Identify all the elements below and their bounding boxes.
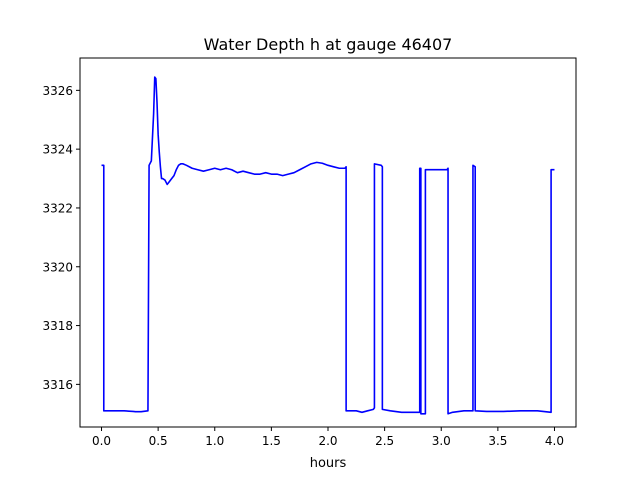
y-tick-label: 3326 <box>42 84 73 98</box>
y-tick-label: 3318 <box>42 319 73 333</box>
y-tick-label: 3324 <box>42 143 73 157</box>
series-line <box>101 76 555 415</box>
chart-title: Water Depth h at gauge 46407 <box>204 35 453 54</box>
x-tick-label: 3.0 <box>432 434 451 448</box>
x-tick-label: 4.0 <box>545 434 564 448</box>
x-axis-label: hours <box>310 456 347 471</box>
x-tick-label: 0.5 <box>149 434 168 448</box>
y-tick-label: 3316 <box>42 378 73 392</box>
x-tick-label: 1.0 <box>205 434 224 448</box>
x-tick-label: 2.5 <box>375 434 394 448</box>
plot-series <box>101 76 555 415</box>
y-tick-label: 3322 <box>42 201 73 215</box>
y-axis: 3316 3318 3320 3322 3324 3326 <box>42 84 80 392</box>
x-tick-label: 1.5 <box>262 434 281 448</box>
x-tick-label: 2.0 <box>318 434 337 448</box>
x-tick-label: 3.5 <box>488 434 507 448</box>
y-tick-label: 3320 <box>42 260 73 274</box>
x-tick-label: 0.0 <box>92 434 111 448</box>
x-axis: 0.0 0.5 1.0 1.5 2.0 2.5 3.0 3.5 4.0 <box>92 427 564 448</box>
